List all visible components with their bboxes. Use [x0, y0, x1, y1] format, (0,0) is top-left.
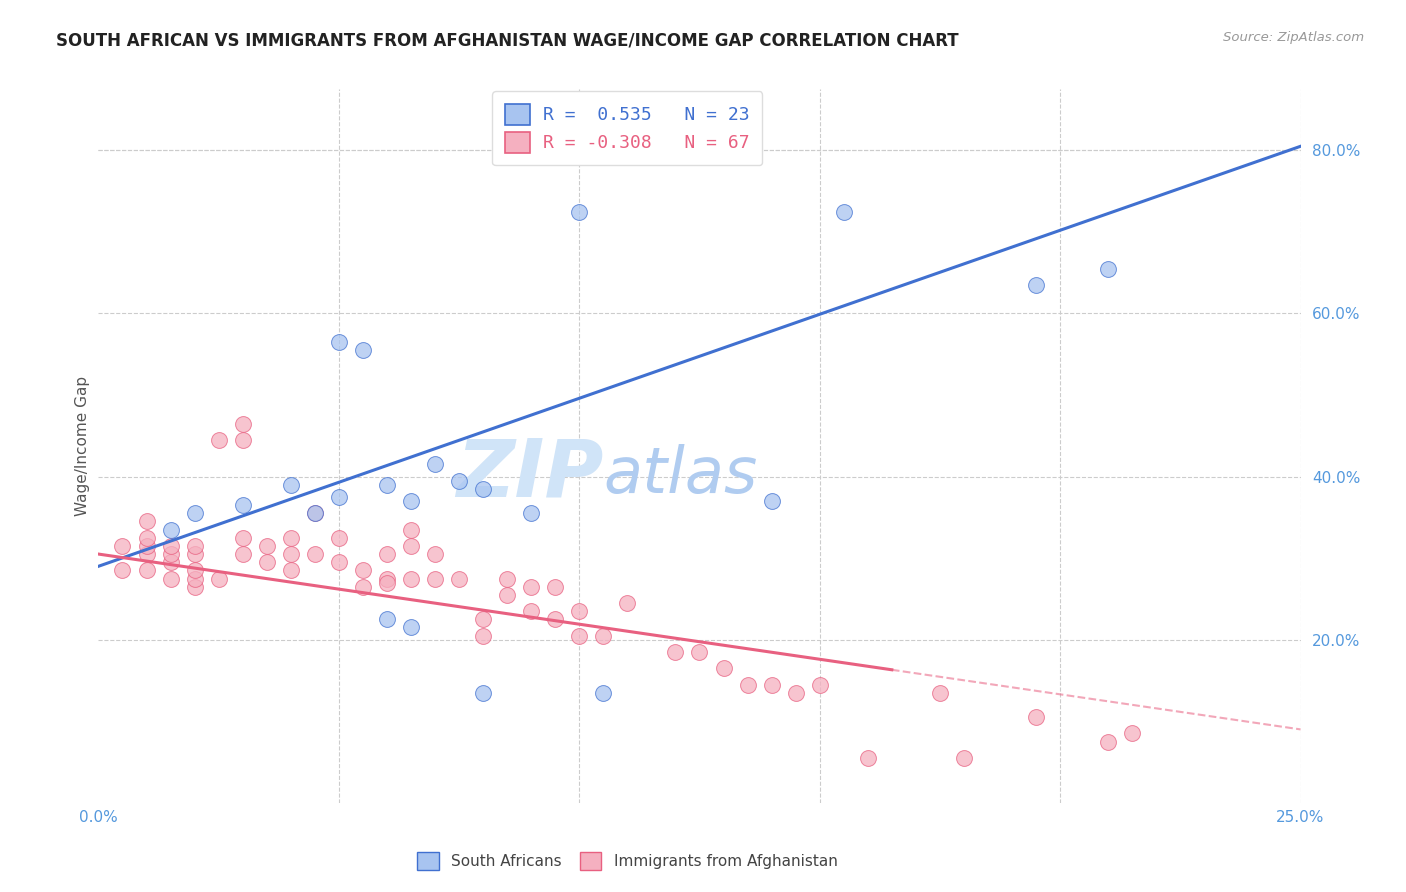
Point	[352, 343, 374, 358]
Point	[592, 629, 614, 643]
Point	[135, 539, 157, 553]
Point	[664, 645, 686, 659]
Point	[568, 604, 591, 618]
Point	[208, 572, 231, 586]
Text: SOUTH AFRICAN VS IMMIGRANTS FROM AFGHANISTAN WAGE/INCOME GAP CORRELATION CHART: SOUTH AFRICAN VS IMMIGRANTS FROM AFGHANI…	[56, 31, 959, 49]
Point	[953, 751, 976, 765]
Point	[399, 539, 422, 553]
Text: Source: ZipAtlas.com: Source: ZipAtlas.com	[1223, 31, 1364, 45]
Point	[135, 515, 157, 529]
Point	[423, 547, 446, 561]
Point	[1121, 726, 1143, 740]
Point	[399, 620, 422, 634]
Point	[520, 604, 543, 618]
Point	[375, 547, 398, 561]
Point	[375, 477, 398, 491]
Point	[496, 572, 519, 586]
Point	[1097, 261, 1119, 276]
Point	[183, 547, 205, 561]
Point	[737, 677, 759, 691]
Point	[520, 506, 543, 520]
Point	[183, 563, 205, 577]
Point	[280, 531, 302, 545]
Point	[232, 433, 254, 447]
Point	[1025, 277, 1047, 292]
Point	[1025, 710, 1047, 724]
Point	[761, 677, 783, 691]
Point	[280, 547, 302, 561]
Point	[1097, 734, 1119, 748]
Point	[135, 563, 157, 577]
Point	[472, 482, 495, 496]
Point	[111, 563, 134, 577]
Point	[544, 580, 567, 594]
Point	[280, 563, 302, 577]
Point	[761, 494, 783, 508]
Point	[328, 531, 350, 545]
Point	[352, 563, 374, 577]
Point	[423, 572, 446, 586]
Point	[304, 506, 326, 520]
Text: atlas: atlas	[603, 443, 758, 506]
Point	[447, 572, 470, 586]
Point	[183, 580, 205, 594]
Point	[472, 612, 495, 626]
Point	[616, 596, 638, 610]
Point	[689, 645, 711, 659]
Point	[135, 547, 157, 561]
Point	[328, 334, 350, 349]
Point	[183, 539, 205, 553]
Point	[159, 523, 181, 537]
Point	[304, 547, 326, 561]
Point	[183, 506, 205, 520]
Point	[304, 506, 326, 520]
Y-axis label: Wage/Income Gap: Wage/Income Gap	[75, 376, 90, 516]
Point	[159, 555, 181, 569]
Point	[496, 588, 519, 602]
Point	[399, 523, 422, 537]
Point	[159, 539, 181, 553]
Point	[280, 477, 302, 491]
Point	[592, 686, 614, 700]
Point	[375, 575, 398, 590]
Point	[928, 686, 950, 700]
Point	[856, 751, 879, 765]
Point	[472, 686, 495, 700]
Point	[832, 204, 855, 219]
Point	[352, 580, 374, 594]
Point	[328, 555, 350, 569]
Point	[399, 572, 422, 586]
Point	[808, 677, 831, 691]
Point	[328, 490, 350, 504]
Point	[520, 580, 543, 594]
Legend: South Africans, Immigrants from Afghanistan: South Africans, Immigrants from Afghanis…	[409, 845, 845, 877]
Point	[232, 547, 254, 561]
Point	[256, 539, 278, 553]
Point	[375, 612, 398, 626]
Point	[232, 417, 254, 431]
Point	[568, 629, 591, 643]
Point	[785, 686, 807, 700]
Point	[472, 629, 495, 643]
Point	[232, 531, 254, 545]
Point	[568, 204, 591, 219]
Point	[399, 494, 422, 508]
Point	[713, 661, 735, 675]
Point	[111, 539, 134, 553]
Point	[183, 572, 205, 586]
Point	[232, 498, 254, 512]
Point	[208, 433, 231, 447]
Point	[159, 572, 181, 586]
Point	[256, 555, 278, 569]
Point	[159, 547, 181, 561]
Point	[447, 474, 470, 488]
Point	[375, 572, 398, 586]
Point	[135, 531, 157, 545]
Point	[544, 612, 567, 626]
Text: ZIP: ZIP	[456, 435, 603, 514]
Point	[423, 458, 446, 472]
